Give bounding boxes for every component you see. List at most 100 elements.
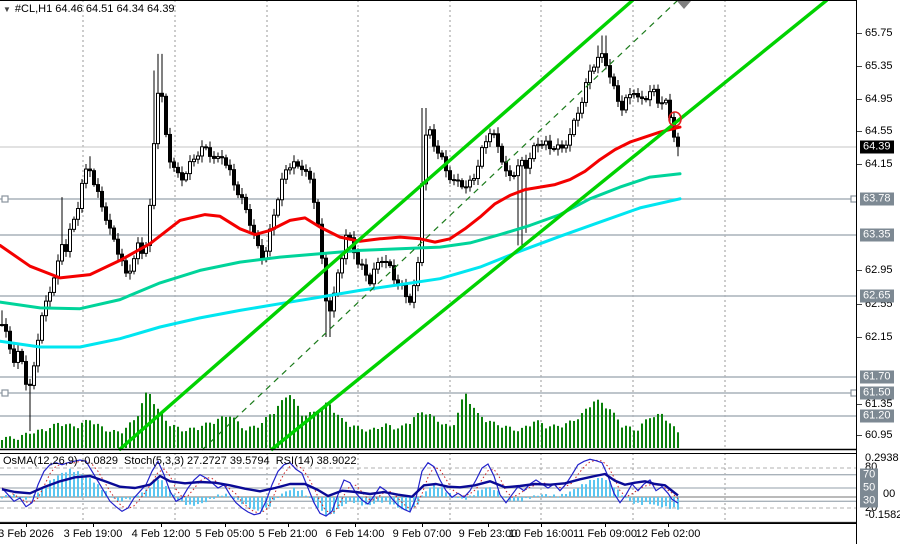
osma-bar [381,497,383,503]
osma-bar [429,487,431,497]
osma-bar [469,495,471,497]
osma-bar [249,497,251,509]
volume-bar [301,415,303,448]
osma-bar [293,487,295,497]
candle-body [392,265,396,281]
volume-bar [29,433,31,448]
candle-body [48,291,52,302]
volume-bar [409,423,411,448]
candle-body [248,209,252,226]
price-tick [857,99,862,100]
volume-bar [349,426,351,448]
candle-body [188,161,192,175]
level-price-badge: 61.70 [860,370,894,384]
osma-bar [161,480,163,497]
volume-bar [413,417,415,448]
volume-bar [169,426,171,448]
osma-bar [521,497,523,502]
candle-body [416,262,420,287]
volume-bar [81,422,83,448]
osma-bar [85,475,87,497]
candle-body [668,99,672,119]
candle-body [304,169,308,172]
osma-bar [377,497,379,502]
time-axis[interactable]: 3 Feb 2026 3 Feb 19:00 4 Feb 12:00 5 Feb 05… [0,523,856,544]
osma-bar [345,497,347,504]
time-tick [605,524,606,527]
candle-body [632,93,636,96]
volume-bar [65,424,67,448]
time-label: 12 Feb 02:00 [635,528,701,540]
candle-body [124,260,128,274]
osma-bar [261,497,263,512]
candle-body [232,169,236,186]
volume-bar [389,425,391,448]
volume-bar [329,404,331,448]
volume-bar [457,412,459,448]
current-price-badge: 64.39 [860,140,894,154]
volume-bar [661,413,663,448]
osma-bar [61,472,63,497]
candle-body [600,53,604,58]
volume-bar [261,422,263,448]
volume-bar [181,431,183,448]
osma-bar [197,497,199,505]
collapse-arrow-icon[interactable]: ▼ [3,5,11,14]
osma-bar [541,494,543,497]
volume-bar [545,428,547,448]
candle-body [212,155,216,159]
candle-body [0,324,4,327]
osma-bar [421,495,423,497]
volume-bar [533,421,535,448]
candle-body [328,300,332,312]
candle-body [564,144,568,149]
candle-body [520,159,524,167]
price-label: 61.35 [865,398,893,410]
osma-bar [93,482,95,497]
oscillator-panel-canvas[interactable] [0,453,856,523]
candle-body [244,196,248,211]
candle-body [636,93,640,98]
osma-bar [73,472,75,497]
time-label: 4 Feb 12:00 [131,528,191,540]
time-tick [288,524,289,527]
candle-body [512,174,516,177]
osma-bar [405,497,407,510]
candle-body [300,165,304,171]
volume-bar [273,413,275,448]
candle-body [184,173,188,181]
volume-bar [641,423,643,448]
osma-bar [465,497,467,500]
osma-bar [229,496,231,498]
candle-body [588,70,592,84]
candle-body [492,133,496,136]
volume-bar [45,431,47,448]
candle-body [216,156,220,159]
osma-bar [5,495,7,497]
price-tick [857,404,862,405]
volume-bar [425,414,427,448]
candle-body [428,129,432,136]
volume-bar [537,420,539,448]
price-axis[interactable]: 65.75 65.35 64.95 64.55 64.15 62.95 62.55 62.15… [856,0,900,544]
osma-bar [617,489,619,497]
osma-bar [221,495,223,497]
osma-bar [141,492,143,497]
volume-bar [473,407,475,448]
main-chart-canvas[interactable] [0,0,856,453]
volume-bar [153,404,155,448]
volume-bar [437,421,439,448]
stochastic-signal-line [1,459,679,515]
candle-body [24,361,28,385]
candle-body [516,165,520,177]
volume-bar [669,423,671,448]
volume-bar [145,392,147,448]
volume-bar [33,433,35,448]
candle-body [88,168,92,172]
candle-body [368,274,372,285]
volume-bar [605,408,607,448]
volume-bar [549,426,551,448]
osma-bar [589,479,591,497]
candle-body [420,183,424,264]
volume-bar [37,429,39,448]
